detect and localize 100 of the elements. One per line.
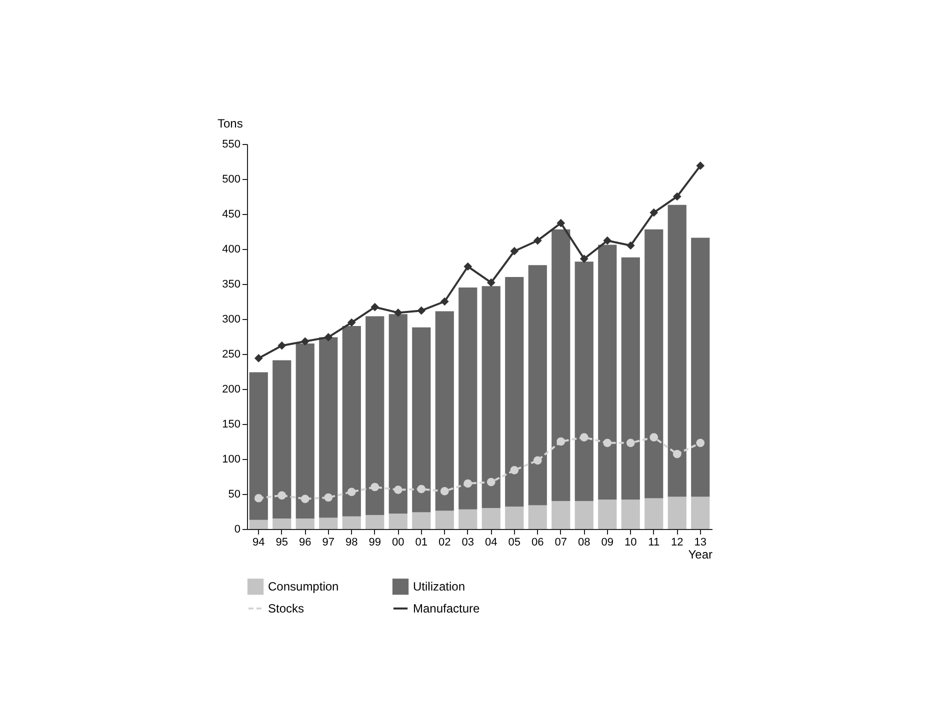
- bar: [435, 510, 454, 529]
- point: [394, 486, 402, 494]
- point: [370, 302, 380, 312]
- bar: [691, 238, 710, 497]
- x-tick-label: 06: [532, 536, 544, 548]
- bar: [249, 372, 268, 520]
- bar: [272, 360, 292, 518]
- point: [278, 341, 286, 350]
- bar: [621, 500, 640, 529]
- legend-label: Utilization: [413, 580, 466, 594]
- bar: [528, 505, 547, 529]
- y-tick-label: 500: [222, 174, 240, 186]
- point: [278, 491, 286, 500]
- bar: [319, 518, 338, 529]
- point: [417, 306, 426, 315]
- bar: [296, 518, 314, 529]
- x-tick-label: 13: [694, 536, 706, 548]
- point: [486, 278, 496, 287]
- bar: [458, 288, 478, 510]
- point: [300, 494, 310, 504]
- bar: [249, 520, 268, 529]
- x-tick-label: 10: [624, 536, 637, 548]
- x-tick-label: 11: [648, 536, 660, 548]
- y-axis-title: Tons: [218, 116, 243, 130]
- y-tick-label: 0: [234, 524, 240, 536]
- bar: [552, 501, 570, 529]
- y-tick-label: 550: [222, 138, 240, 150]
- x-tick-label: 04: [485, 536, 498, 548]
- bar: [528, 265, 547, 506]
- bar: [412, 327, 431, 512]
- bar: [644, 498, 664, 529]
- point: [533, 236, 542, 245]
- bar: [319, 337, 338, 518]
- x-tick-label: 95: [276, 536, 288, 548]
- y-tick-label: 50: [228, 488, 240, 500]
- point: [417, 484, 426, 494]
- point: [324, 333, 333, 342]
- bar: [621, 257, 640, 500]
- legend-label: Manufacture: [413, 602, 480, 616]
- bar: [644, 229, 664, 498]
- point: [347, 488, 356, 496]
- y-tick-label: 300: [222, 314, 240, 326]
- point: [370, 482, 380, 492]
- bar: [388, 514, 408, 529]
- point: [440, 297, 449, 306]
- point: [603, 438, 612, 448]
- bar: [668, 204, 686, 497]
- point: [696, 162, 705, 170]
- y-tick-label: 250: [222, 348, 240, 360]
- bar: [552, 229, 570, 501]
- bar: [272, 518, 292, 529]
- point: [440, 487, 449, 496]
- bar: [342, 516, 361, 529]
- y-tick-label: 200: [222, 384, 240, 396]
- point: [324, 493, 333, 502]
- bar: [342, 326, 361, 516]
- point: [254, 494, 263, 502]
- point: [580, 254, 588, 263]
- point: [464, 479, 472, 488]
- point: [510, 466, 519, 474]
- point: [626, 241, 635, 250]
- bar: [296, 344, 314, 518]
- point: [486, 478, 496, 486]
- point: [556, 218, 566, 228]
- bar: [482, 286, 500, 508]
- bar: [668, 496, 686, 529]
- x-tick-label: 96: [299, 536, 312, 548]
- point: [672, 192, 682, 201]
- x-tick-label: 94: [252, 536, 265, 548]
- bar: [388, 314, 408, 514]
- point: [347, 318, 356, 327]
- x-tick-label: 98: [346, 536, 358, 548]
- bar: [598, 500, 617, 529]
- y-tick-label: 350: [222, 278, 240, 290]
- x-tick-label: 08: [578, 536, 590, 548]
- bar: [412, 512, 431, 529]
- point: [533, 456, 542, 465]
- bar: [435, 311, 454, 511]
- point: [580, 433, 588, 442]
- x-tick-label: 12: [671, 536, 684, 548]
- x-tick-label: 99: [368, 536, 381, 548]
- point: [464, 262, 472, 271]
- point: [650, 208, 658, 217]
- point: [626, 438, 635, 448]
- y-tick-label: 400: [222, 244, 240, 256]
- bar: [598, 244, 617, 500]
- bar: [458, 509, 478, 529]
- bar: [366, 515, 384, 529]
- bar: [574, 501, 594, 529]
- point: [394, 308, 402, 317]
- point: [603, 236, 612, 245]
- x-axis-title: Year: [688, 548, 712, 562]
- point: [650, 433, 658, 442]
- x-tick-label: 00: [392, 536, 404, 548]
- point: [510, 246, 519, 256]
- y-tick-label: 450: [222, 208, 240, 220]
- point: [672, 450, 682, 458]
- legend-label: Stocks: [268, 602, 304, 616]
- y-tick-label: 100: [222, 454, 240, 466]
- bar: [505, 506, 524, 529]
